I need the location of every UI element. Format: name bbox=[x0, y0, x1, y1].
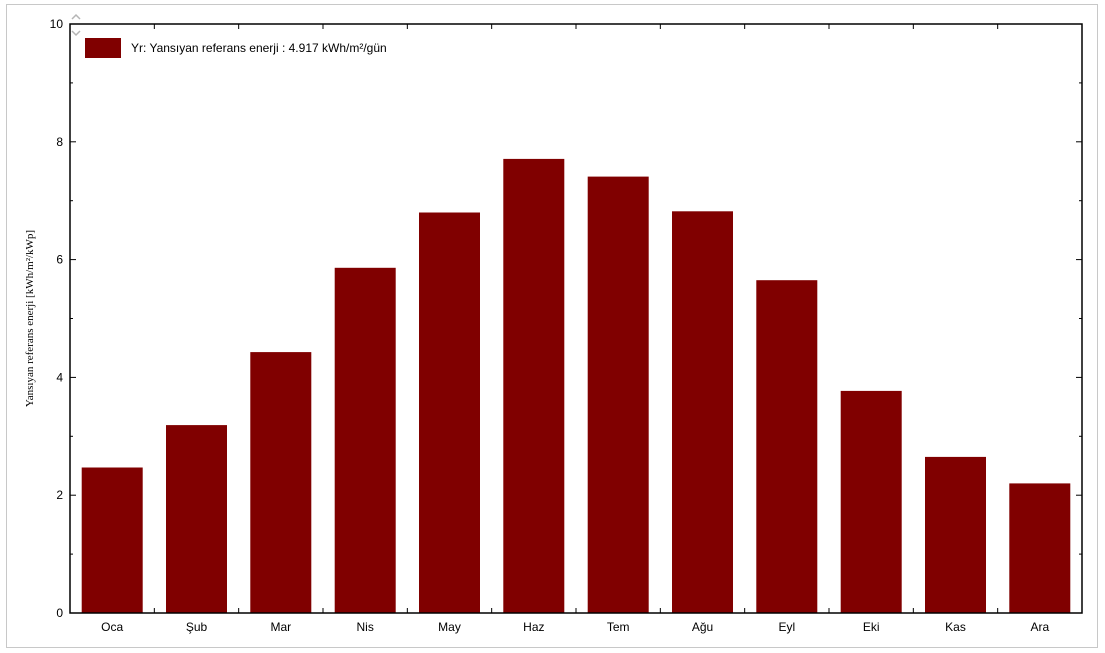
x-tick-labels: Oca Şub Mar Nis May Haz Tem Ağu Eyl Eki Kas Ara bbox=[101, 620, 1049, 634]
y-axis-label: Yansıyan referans enerji [kWh/m²/kWp] bbox=[24, 230, 36, 407]
x-tick-label: Nis bbox=[356, 620, 373, 634]
legend-swatch bbox=[85, 38, 121, 58]
axes-group bbox=[69, 23, 1083, 614]
chevron-up-icon[interactable] bbox=[71, 13, 81, 20]
legend: Yr: Yansıyan referans enerji : 4.917 kWh… bbox=[85, 38, 387, 58]
x-tick-label: Eyl bbox=[778, 620, 795, 634]
x-tick-label: Kas bbox=[945, 620, 966, 634]
bar-Eki bbox=[840, 390, 902, 613]
x-tick-label: Haz bbox=[523, 620, 544, 634]
legend-label: Yr: Yansıyan referans enerji : 4.917 kWh… bbox=[131, 41, 387, 55]
y-tick-label: 0 bbox=[56, 606, 63, 620]
bar-May bbox=[419, 212, 480, 613]
y-tick-label: 6 bbox=[56, 253, 63, 267]
x-tick-label: Eki bbox=[863, 620, 880, 634]
scroll-spinner[interactable] bbox=[67, 10, 85, 40]
y-tick-labels: 0 2 4 6 8 10 bbox=[50, 17, 64, 620]
y-tick-label: 8 bbox=[56, 135, 63, 149]
y-tick-label: 2 bbox=[56, 488, 63, 502]
bar-Oca bbox=[81, 467, 143, 613]
x-tick-label: Ara bbox=[1030, 620, 1049, 634]
bar-Şub bbox=[166, 425, 227, 613]
bar-Haz bbox=[503, 158, 565, 613]
bar-Nis bbox=[334, 267, 396, 613]
x-tick-label: Mar bbox=[270, 620, 291, 634]
x-tick-label: Ağu bbox=[692, 620, 713, 634]
chevron-down-icon[interactable] bbox=[71, 30, 81, 37]
x-tick-label: Tem bbox=[607, 620, 630, 634]
y-tick-label: 10 bbox=[50, 17, 64, 31]
bar-Mar bbox=[250, 352, 312, 613]
bar-Eyl bbox=[756, 280, 818, 613]
bar-Tem bbox=[587, 176, 649, 613]
x-tick-label: Şub bbox=[186, 620, 208, 634]
x-tick-label: May bbox=[438, 620, 461, 634]
x-tick-label: Oca bbox=[101, 620, 123, 634]
bars-group bbox=[81, 158, 1071, 614]
y-tick-label: 4 bbox=[56, 370, 63, 384]
bar-Ara bbox=[1009, 483, 1071, 613]
bar-Kas bbox=[925, 456, 986, 613]
bar-Ağu bbox=[672, 211, 733, 614]
